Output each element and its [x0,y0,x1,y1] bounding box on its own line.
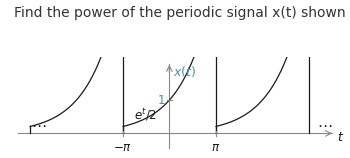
Text: $\pi$: $\pi$ [211,141,220,154]
Text: $e^{t}/2$: $e^{t}/2$ [134,106,158,123]
Text: $1$: $1$ [157,94,166,107]
Text: $-\pi$: $-\pi$ [113,141,132,154]
Text: $x(t)$: $x(t)$ [173,64,196,79]
Text: $\cdots$: $\cdots$ [317,117,332,132]
Text: $\cdots$: $\cdots$ [32,117,47,132]
Text: Find the power of the periodic signal x(t) shown in Figure: Find the power of the periodic signal x(… [14,6,350,20]
Text: $t$: $t$ [337,131,344,144]
